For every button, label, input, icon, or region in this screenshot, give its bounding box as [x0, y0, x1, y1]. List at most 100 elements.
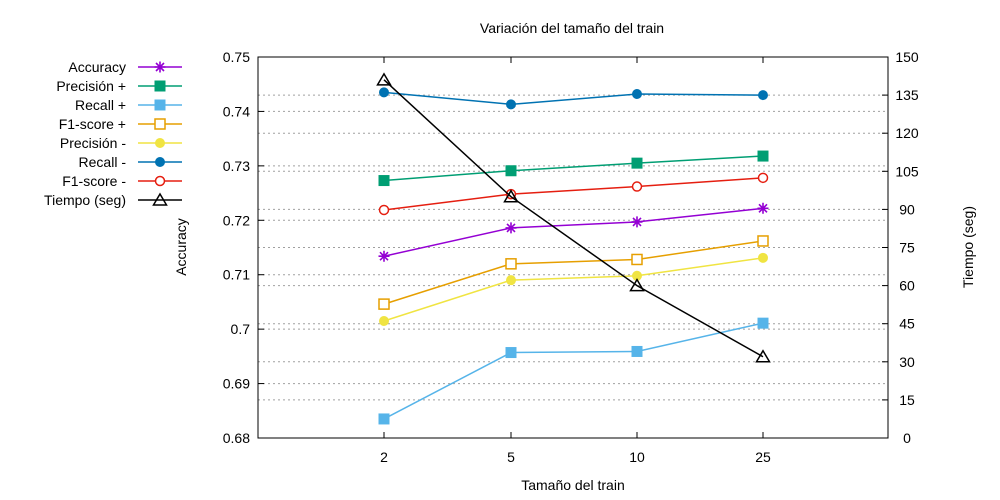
y2-tick-label: 135	[895, 87, 919, 103]
x-tick-label: 2	[380, 449, 388, 465]
legend-label: Accuracy	[68, 59, 126, 75]
data-point	[505, 347, 517, 359]
series-layer	[376, 72, 771, 425]
series-line	[383, 322, 764, 420]
data-point	[505, 165, 517, 177]
data-point	[755, 349, 771, 363]
series-line	[383, 155, 764, 182]
series-tiempo-seg-	[376, 72, 771, 363]
data-point	[757, 172, 769, 184]
y-tick-label: 0.7	[231, 321, 251, 337]
y-tick-label: 0.71	[223, 267, 250, 283]
legend-label: F1-score +	[59, 116, 126, 132]
legend-label: Precisión -	[60, 135, 126, 151]
data-point	[155, 138, 165, 148]
data-point	[154, 118, 166, 130]
data-point	[506, 275, 516, 286]
y-axis-label: Accuracy	[173, 218, 189, 276]
series-line	[383, 257, 764, 322]
series-accuracy	[378, 202, 769, 262]
legend-label: Recall -	[79, 154, 127, 170]
chart-title: Variación del tamaño del train	[480, 20, 664, 36]
legend-label: Tiempo (seg)	[44, 192, 126, 208]
y2-tick-label: 105	[895, 163, 919, 179]
data-point	[155, 157, 165, 167]
y2-tick-label: 0	[903, 430, 911, 446]
legend: Accuracy Precisión + Recall + F1-score + Pre…	[44, 59, 182, 208]
data-point	[506, 99, 516, 110]
y2-tick-label: 15	[899, 392, 915, 408]
axes: 0.68 0.69 0.7 0.71 0.72 0.73 0.74 0.75 0 15 30 45 60…	[223, 49, 919, 465]
data-point	[378, 413, 390, 425]
series-precisi-n-	[379, 252, 768, 326]
data-point	[152, 192, 168, 206]
legend-label: F1-score -	[62, 173, 126, 189]
series-f1-score-	[378, 235, 769, 310]
data-point	[154, 80, 166, 92]
y-tick-label: 0.74	[223, 103, 250, 119]
data-point	[758, 252, 768, 263]
y2-tick-label: 120	[895, 125, 919, 141]
data-point	[758, 90, 768, 101]
data-point	[757, 202, 769, 214]
legend-label: Recall +	[75, 97, 126, 113]
legend-entry: Precisión +	[56, 78, 182, 94]
series-precisi-n-	[378, 150, 769, 187]
series-recall-	[379, 87, 768, 110]
x-axis-label: Tamaño del train	[521, 477, 625, 493]
legend-entry: Recall -	[79, 154, 182, 170]
data-point	[632, 89, 642, 100]
legend-label: Precisión +	[56, 78, 126, 94]
series-f1-score-	[378, 172, 769, 216]
data-point	[379, 87, 389, 98]
data-point	[505, 258, 517, 270]
series-line	[383, 207, 764, 257]
data-point	[757, 235, 769, 247]
data-point	[378, 175, 390, 187]
y2-tick-label: 30	[899, 354, 915, 370]
legend-entry: Tiempo (seg)	[44, 192, 182, 208]
y-tick-label: 0.69	[223, 376, 250, 392]
data-point	[631, 345, 643, 357]
data-point	[154, 61, 166, 73]
data-point	[757, 317, 769, 329]
legend-entry: F1-score -	[62, 173, 182, 189]
data-point	[629, 278, 645, 292]
data-point	[757, 150, 769, 162]
y-tick-label: 0.75	[223, 49, 250, 65]
series-line	[383, 177, 764, 211]
y2-tick-label: 150	[895, 49, 919, 65]
data-point	[378, 250, 390, 262]
data-point	[378, 298, 390, 310]
data-point	[631, 216, 643, 228]
y2-axis-label: Tiempo (seg)	[960, 206, 976, 288]
data-point	[379, 315, 389, 326]
data-point	[631, 157, 643, 169]
x-tick-label: 10	[629, 449, 645, 465]
legend-entry: Precisión -	[60, 135, 182, 151]
x-tick-label: 25	[755, 449, 771, 465]
y2-tick-label: 60	[899, 278, 915, 294]
y-tick-label: 0.72	[223, 212, 250, 228]
data-point	[376, 72, 392, 86]
data-point	[631, 181, 643, 192]
series-line	[383, 240, 764, 305]
data-point	[378, 204, 390, 216]
series-line	[383, 91, 764, 106]
legend-entry: Accuracy	[68, 59, 182, 75]
legend-entry: Recall +	[75, 97, 182, 113]
y2-tick-label: 75	[899, 240, 915, 256]
x-tick-label: 5	[507, 449, 515, 465]
y2-tick-label: 90	[899, 201, 915, 217]
data-point	[503, 189, 519, 203]
gridlines	[258, 94, 888, 401]
y-tick-label: 0.73	[223, 158, 250, 174]
series-recall-	[378, 317, 769, 425]
data-point	[154, 99, 166, 111]
data-point	[154, 175, 166, 187]
data-point	[505, 222, 517, 234]
series-line	[383, 79, 764, 358]
y-tick-label: 0.68	[223, 430, 250, 446]
data-point	[631, 253, 643, 266]
